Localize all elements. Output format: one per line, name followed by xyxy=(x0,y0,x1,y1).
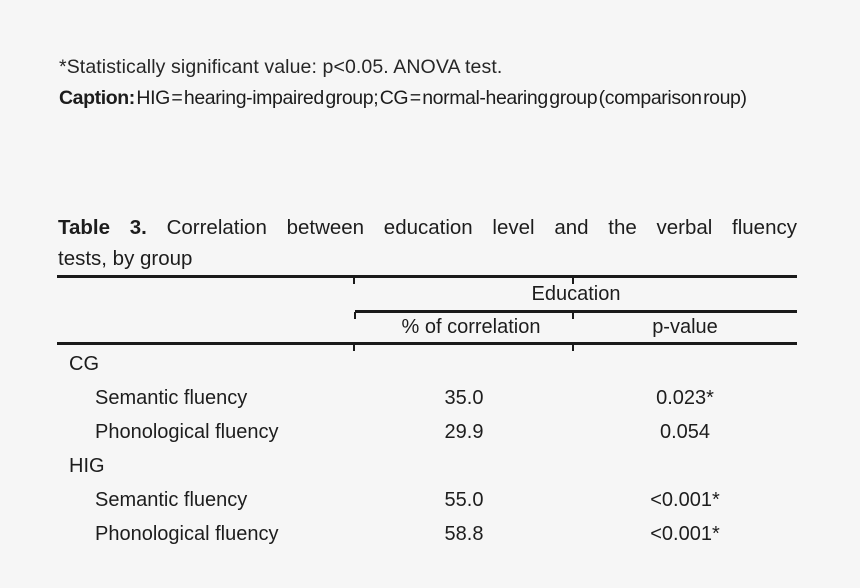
table-row: Phonological fluency 58.8 <0.001* xyxy=(57,517,797,551)
row-label: HIG xyxy=(69,454,105,477)
table-row: Phonological fluency 29.9 0.054 xyxy=(57,415,797,449)
p-value-column-header: p-value xyxy=(652,315,718,338)
table-title: Table 3. Correlation between education l… xyxy=(58,212,797,274)
table-title-text: Correlation between education level and … xyxy=(166,216,797,239)
row-label: Semantic fluency xyxy=(95,386,248,409)
table-title-line2: tests, by group xyxy=(58,247,193,270)
row-correlation: 35.0 xyxy=(444,386,484,409)
row-correlation: 29.9 xyxy=(444,420,484,443)
row-p-value: 0.023* xyxy=(656,386,714,409)
table-row: Semantic fluency 35.0 0.023* xyxy=(57,381,797,415)
row-label: Semantic fluency xyxy=(95,488,248,511)
row-p-value: <0.001* xyxy=(650,522,720,545)
caption-footnote: Caption: HIG = hearing-impaired group; C… xyxy=(59,87,747,110)
table-title-line1: Table 3. Correlation between education l… xyxy=(58,212,797,243)
row-correlation: 55.0 xyxy=(444,488,484,511)
table-row-group-cg: CG xyxy=(57,347,797,381)
row-correlation: 58.8 xyxy=(444,522,484,545)
column-separator-tick xyxy=(571,344,574,351)
caption-label: Caption: xyxy=(59,86,135,109)
table-top-rule xyxy=(57,275,797,278)
row-label: CG xyxy=(69,352,99,375)
significance-footnote: *Statistically significant value: p<0.05… xyxy=(59,55,503,78)
column-separator-tick xyxy=(571,277,574,284)
header-bottom-rule xyxy=(57,342,797,345)
correlation-column-header: % of correlation xyxy=(401,315,541,338)
education-spanner-rule xyxy=(355,310,797,313)
column-separator-tick xyxy=(352,344,355,351)
column-separator-tick xyxy=(571,312,574,319)
table-row-group-hig: HIG xyxy=(57,449,797,483)
row-label: Phonological fluency xyxy=(95,420,279,443)
column-separator-tick xyxy=(353,312,356,319)
row-p-value: <0.001* xyxy=(650,488,720,511)
column-separator-tick xyxy=(352,277,355,284)
row-p-value: 0.054 xyxy=(659,420,711,443)
row-label: Phonological fluency xyxy=(95,522,279,545)
table-row: Semantic fluency 55.0 <0.001* xyxy=(57,483,797,517)
table-number: Table 3. xyxy=(58,216,147,239)
caption-text: HIG = hearing-impaired group; CG = norma… xyxy=(134,86,747,109)
education-spanner-header: Education xyxy=(531,282,621,305)
